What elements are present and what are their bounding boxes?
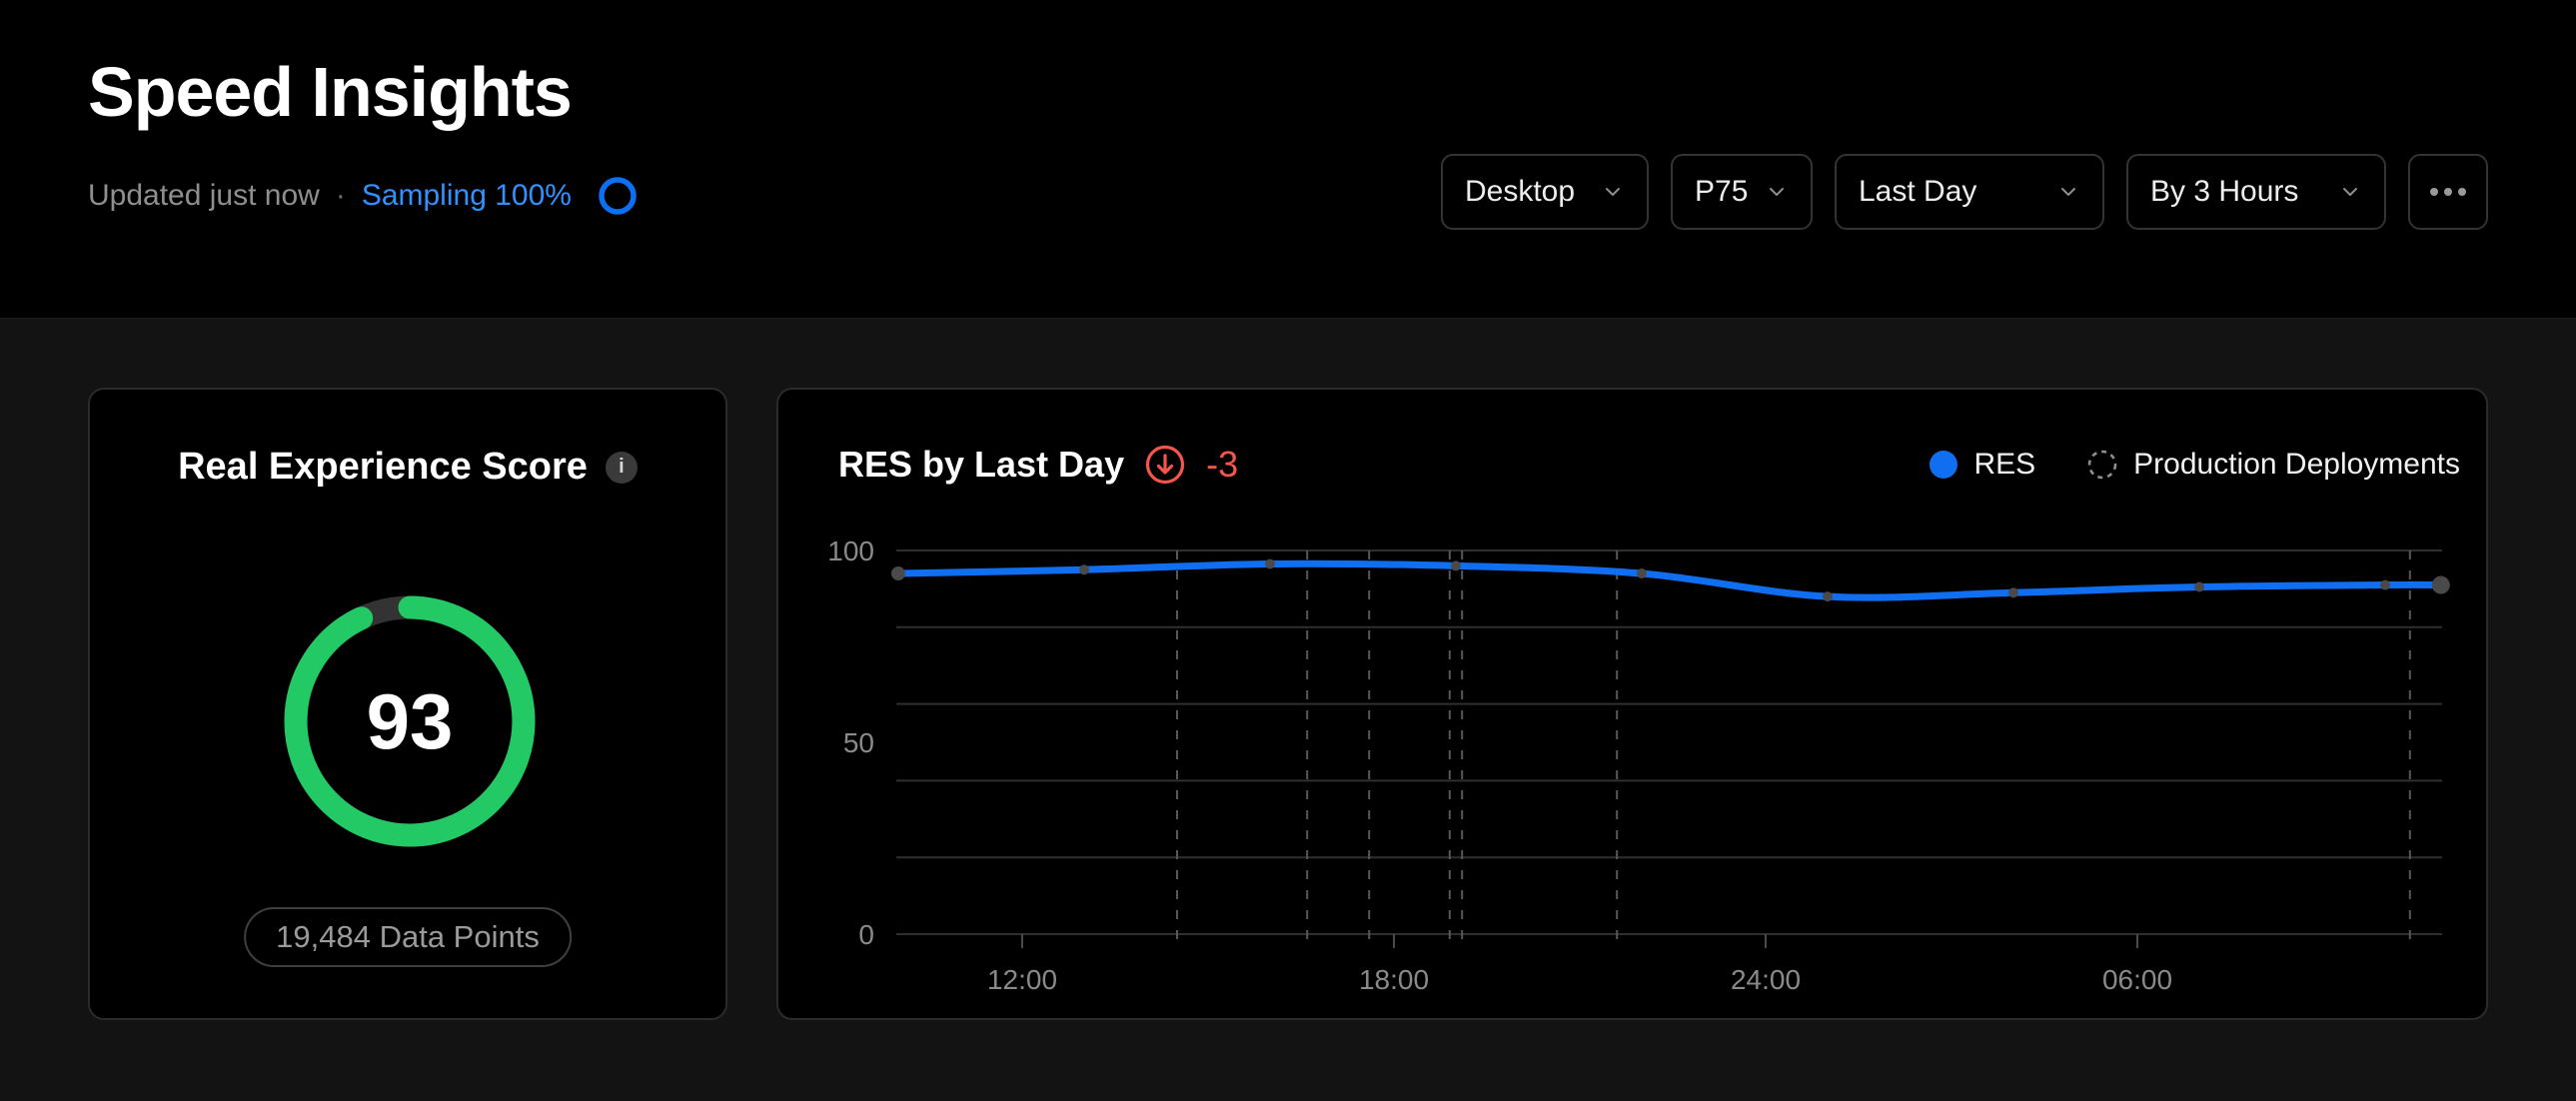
res-chart-card: 100 50 0 12:00 18:00 24:00 06:00 RES by Last D…: [776, 388, 2488, 1020]
page-title: Speed Insights: [88, 53, 573, 131]
info-icon[interactable]: i: [605, 451, 638, 484]
percentile-dropdown[interactable]: P75: [1671, 154, 1813, 230]
score-gauge-ring: [284, 595, 536, 847]
status-row: Updated just now · Sampling 100%: [88, 174, 638, 218]
svg-text:0: 0: [858, 919, 874, 950]
time-range-dropdown-value: Last Day: [1859, 175, 1977, 208]
page-header: Speed Insights Updated just now · Sampli…: [0, 0, 2576, 318]
more-horizontal-icon: [2430, 188, 2466, 196]
main-content: Real Experience Score i 93 19,484 Data P…: [0, 318, 2576, 1101]
data-points-badge: 19,484 Data Points: [244, 907, 572, 967]
percentile-dropdown-value: P75: [1695, 175, 1749, 208]
trend-down-icon: [1146, 445, 1185, 485]
dashed-circle-icon: [2087, 450, 2117, 480]
more-options-button[interactable]: [2408, 154, 2488, 230]
svg-text:24:00: 24:00: [1731, 964, 1801, 995]
chart-legend: RES Production Deployments: [1930, 448, 2460, 482]
header-controls: Desktop P75 Last Day By 3 Hours: [1441, 154, 2488, 230]
chart-title: RES by Last Day: [838, 444, 1125, 485]
svg-text:12:00: 12:00: [987, 964, 1057, 995]
chevron-down-icon: [2061, 188, 2075, 196]
real-experience-score-card: Real Experience Score i 93 19,484 Data P…: [88, 388, 727, 1020]
chevron-down-icon: [2343, 188, 2357, 196]
res-series-dot-icon: [1930, 451, 1958, 479]
score-card-title: Real Experience Score: [178, 446, 588, 488]
chart-header: RES by Last Day -3 RES Production Deploy…: [838, 444, 2460, 486]
score-value: 93: [366, 676, 454, 765]
chevron-down-icon: [1770, 188, 1784, 196]
sampling-label: Sampling 100%: [361, 179, 572, 212]
device-dropdown-value: Desktop: [1465, 175, 1576, 208]
svg-text:18:00: 18:00: [1359, 964, 1429, 995]
interval-dropdown[interactable]: By 3 Hours: [2126, 154, 2386, 230]
legend-res-label: RES: [1973, 448, 2036, 481]
legend-item-res[interactable]: RES: [1930, 448, 2035, 482]
status-separator: ·: [335, 179, 346, 212]
score-gauge: 93: [265, 576, 555, 866]
time-range-dropdown[interactable]: Last Day: [1835, 154, 2104, 230]
updated-text: Updated just now: [88, 179, 320, 212]
legend-deployments-label: Production Deployments: [2133, 448, 2460, 481]
svg-text:100: 100: [827, 536, 874, 566]
score-delta: -3: [1206, 444, 1239, 485]
svg-text:06:00: 06:00: [2102, 964, 2172, 995]
sampling-progress-ring-icon: [599, 177, 637, 215]
device-dropdown[interactable]: Desktop: [1441, 154, 1649, 230]
interval-dropdown-value: By 3 Hours: [2150, 175, 2299, 208]
svg-text:50: 50: [843, 727, 874, 758]
legend-item-deployments[interactable]: Production Deployments: [2087, 448, 2460, 482]
chevron-down-icon: [1606, 188, 1620, 196]
res-line-chart: 100 50 0 12:00 18:00 24:00 06:00: [827, 536, 2450, 995]
